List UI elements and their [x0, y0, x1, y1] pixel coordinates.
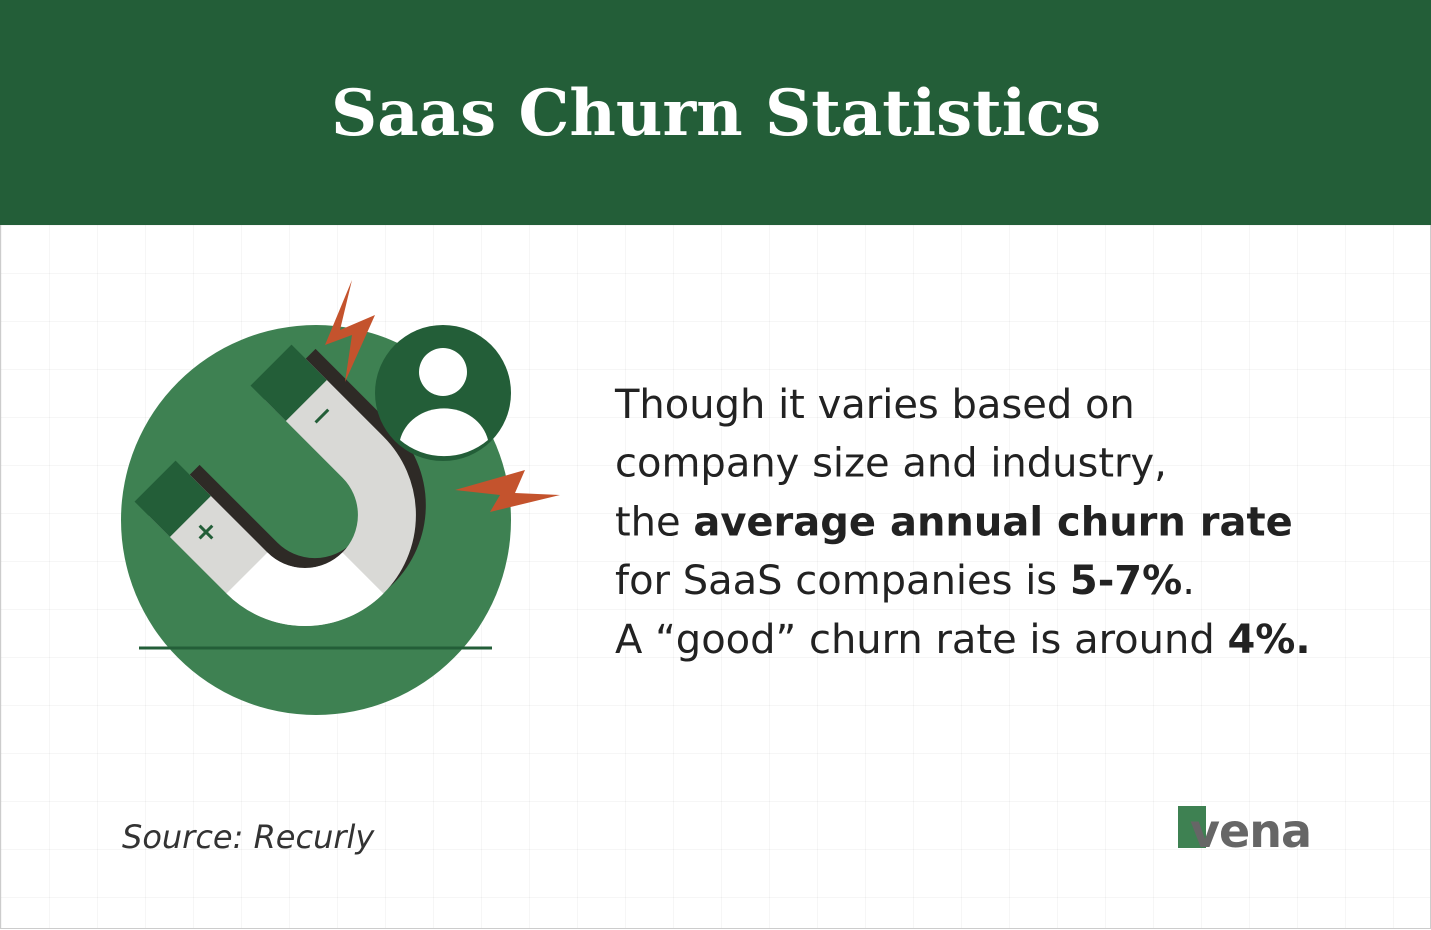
- body-line: company size and industry,: [615, 441, 1167, 487]
- text-segment: for SaaS companies is: [615, 558, 1070, 604]
- emphasis: 5-7%: [1070, 558, 1182, 604]
- text-segment: Though it varies based on: [614, 382, 1135, 428]
- text-segment: .: [1182, 558, 1195, 604]
- body-line: for SaaS companies is 5-7%.: [615, 558, 1195, 604]
- text-segment: company size and industry,: [615, 441, 1167, 487]
- text-segment: the: [615, 499, 693, 545]
- logo-text: vena: [1190, 804, 1311, 858]
- illustration: [121, 280, 560, 715]
- text-segment: A “good” churn rate is around: [615, 617, 1227, 663]
- header-band: [0, 0, 1431, 225]
- body-text: Though it varies based on company size an…: [614, 382, 1311, 663]
- emphasis: 4%.: [1227, 617, 1310, 663]
- emphasis: average annual churn rate: [693, 499, 1292, 545]
- title: Saas Churn Statistics: [331, 76, 1101, 151]
- body-line: A “good” churn rate is around 4%.: [615, 617, 1311, 663]
- body-line: the average annual churn rate: [615, 499, 1293, 545]
- logo: vena: [1178, 804, 1312, 858]
- body-line: Though it varies based on: [614, 382, 1135, 428]
- source: Source: Recurly: [122, 818, 375, 856]
